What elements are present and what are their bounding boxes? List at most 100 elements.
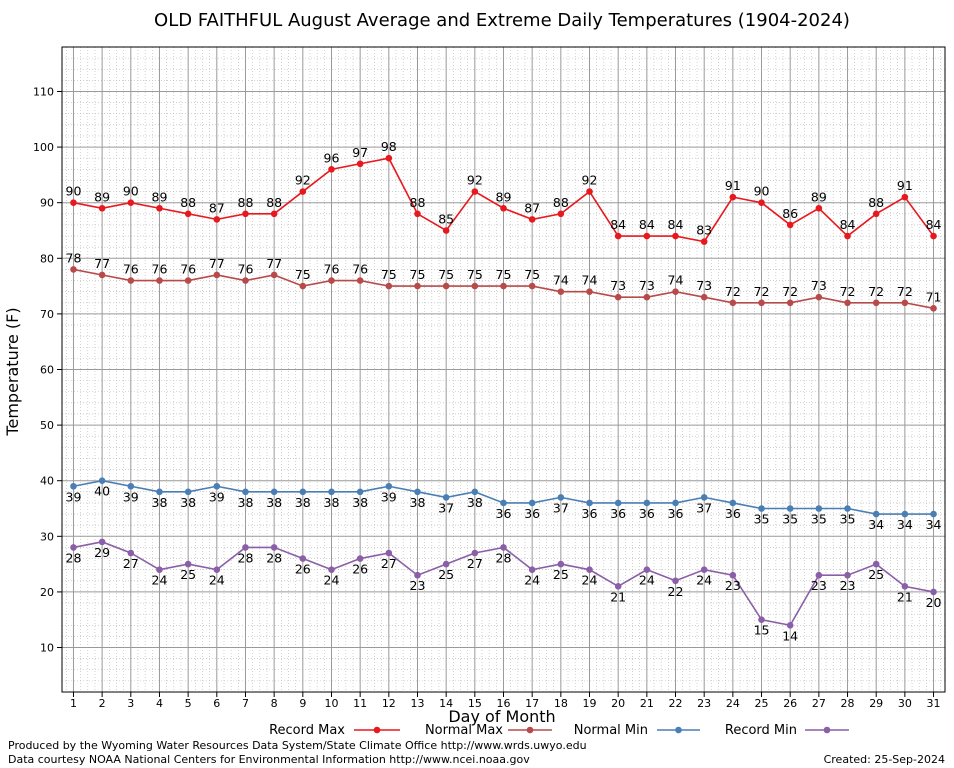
record-max-data-label: 87 — [209, 200, 225, 215]
normal-min-point — [356, 488, 364, 496]
record-min-point — [815, 571, 823, 579]
record-max-data-label: 88 — [553, 195, 569, 210]
record-min-point — [414, 571, 421, 579]
series-group: 90 89 90 89 88 87 88 88 92 96 97 98 88 85 92 89 87 88 92 84… — [66, 139, 942, 643]
normal-max-point — [557, 288, 565, 295]
record-min-point — [528, 566, 536, 573]
record-min-point — [614, 583, 622, 590]
record-max-point — [586, 188, 593, 195]
normal-min-point — [872, 510, 880, 518]
record-min-point — [70, 544, 77, 551]
record-min-data-label: 21 — [610, 589, 626, 604]
normal-max-data-label: 77 — [266, 256, 282, 271]
record-max-point — [844, 232, 851, 240]
normal-min-data-label: 36 — [668, 506, 684, 521]
record-max-point — [442, 227, 450, 234]
normal-min-point — [242, 488, 249, 496]
record-max-data-label: 84 — [639, 217, 655, 232]
record-min-point — [500, 544, 507, 551]
normal-min-point — [786, 505, 794, 512]
legend-label-record-max: Record Max — [269, 723, 345, 738]
series-normal-min: 39 40 39 38 38 39 38 38 38 38 38 39 38 37 38 36 36 37 36 36… — [66, 477, 942, 532]
normal-min-point — [270, 488, 278, 496]
record-max-data-label: 90 — [66, 184, 82, 199]
normal-max-data-label: 76 — [152, 262, 168, 277]
normal-max-data-label: 76 — [324, 262, 340, 277]
normal-max-point — [672, 288, 679, 295]
normal-min-data-label: 39 — [209, 489, 225, 504]
normal-min-data-label: 35 — [782, 512, 798, 527]
record-min-point — [356, 555, 364, 562]
record-min-data-label: 24 — [639, 573, 655, 588]
normal-max-point — [614, 293, 622, 301]
normal-min-data-label: 40 — [94, 484, 110, 499]
normal-max-point — [500, 282, 507, 290]
normal-max-point — [872, 299, 880, 307]
normal-min-data-label: 36 — [725, 506, 741, 521]
record-max-data-label: 96 — [324, 150, 340, 165]
record-max-data-label: 89 — [496, 189, 512, 204]
normal-min-data-label: 34 — [926, 517, 942, 532]
record-max-data-label: 91 — [897, 178, 913, 193]
x-tick-label: 5 — [185, 697, 192, 710]
record-max-point — [356, 160, 364, 168]
record-max-data-label: 85 — [438, 211, 454, 226]
record-min-point — [98, 538, 106, 546]
record-max-point — [414, 210, 421, 218]
normal-min-data-label: 38 — [180, 495, 196, 510]
normal-max-data-label: 77 — [209, 256, 225, 271]
record-min-point — [786, 621, 794, 629]
record-min-data-label: 26 — [295, 562, 311, 577]
record-min-point — [328, 566, 335, 573]
y-tick-label: 40 — [40, 475, 54, 488]
record-max-data-label: 92 — [295, 173, 311, 188]
record-min-data-label: 23 — [840, 578, 856, 593]
record-min-point — [442, 560, 450, 568]
x-tick-label: 10 — [324, 697, 338, 710]
normal-min-data-label: 38 — [467, 495, 483, 510]
x-tick-label: 21 — [640, 697, 654, 710]
x-tick-label: 17 — [525, 697, 539, 710]
normal-min-data-label: 37 — [553, 500, 569, 515]
record-min-data-label: 28 — [238, 550, 254, 565]
normal-min-point — [844, 505, 851, 512]
normal-min-point — [586, 499, 593, 507]
normal-min-point — [414, 488, 421, 496]
normal-min-data-label: 37 — [438, 500, 454, 515]
normal-max-point — [270, 271, 278, 279]
legend-label-normal-max: Normal Max — [425, 723, 503, 738]
record-max-data-label: 88 — [410, 195, 426, 210]
record-min-data-label: 20 — [926, 595, 942, 610]
normal-min-point — [471, 488, 479, 496]
record-min-point — [643, 566, 651, 573]
x-axis-label: Day of Month — [448, 707, 555, 726]
record-min-data-label: 23 — [410, 578, 426, 593]
record-max-point — [700, 238, 708, 245]
normal-max-point — [127, 277, 135, 284]
normal-max-data-label: 72 — [782, 284, 798, 299]
normal-max-data-label: 75 — [438, 267, 454, 282]
legend-marker-normal-min — [675, 726, 682, 734]
normal-min-data-label: 39 — [381, 489, 397, 504]
normal-min-point — [729, 499, 737, 507]
legend-label-record-min: Record Min — [725, 723, 797, 738]
normal-max-data-label: 72 — [725, 284, 741, 299]
normal-max-data-label: 72 — [840, 284, 856, 299]
normal-max-data-label: 73 — [696, 278, 712, 293]
record-max-point — [127, 199, 135, 206]
normal-min-point — [98, 477, 106, 485]
normal-max-point — [586, 288, 593, 295]
record-min-data-label: 28 — [496, 550, 512, 565]
normal-max-data-label: 76 — [123, 262, 139, 277]
record-max-point — [328, 166, 335, 173]
normal-min-data-label: 39 — [123, 489, 139, 504]
normal-min-point — [815, 505, 823, 512]
normal-max-data-label: 74 — [668, 273, 684, 288]
record-max-point — [930, 232, 937, 240]
record-max-data-label: 83 — [696, 223, 712, 238]
x-tick-label: 2 — [99, 697, 106, 710]
series-record-min: 28 29 27 24 25 24 28 28 26 24 26 27 23 25 27 28 24 25 24 21… — [66, 538, 942, 643]
normal-min-data-label: 35 — [811, 512, 827, 527]
x-tick-label: 14 — [439, 697, 453, 710]
normal-min-data-label: 36 — [582, 506, 598, 521]
